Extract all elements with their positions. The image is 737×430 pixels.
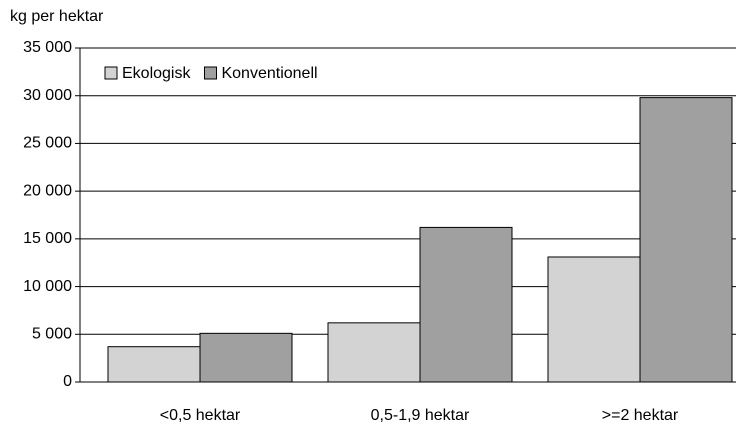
legend-swatch bbox=[104, 66, 118, 80]
y-tick-label: 10 000 bbox=[23, 278, 72, 295]
y-tick-label: 25 000 bbox=[23, 135, 72, 152]
y-tick-label: 0 bbox=[63, 373, 72, 390]
y-tick-label: 30 000 bbox=[23, 87, 72, 104]
bar bbox=[419, 226, 513, 383]
bar bbox=[547, 256, 641, 383]
x-tick-label: >=2 hektar bbox=[602, 407, 679, 424]
y-tick-label: 35 000 bbox=[23, 39, 72, 56]
y-tick-label: 15 000 bbox=[23, 230, 72, 247]
bar bbox=[639, 97, 733, 383]
legend-label: Konventionell bbox=[221, 65, 317, 82]
bar bbox=[107, 346, 201, 383]
y-tick-label: 5 000 bbox=[32, 326, 72, 343]
bar bbox=[199, 332, 293, 383]
y-tick-label: 20 000 bbox=[23, 182, 72, 199]
bar bbox=[327, 322, 421, 383]
x-tick-label: 0,5-1,9 hektar bbox=[371, 407, 470, 424]
y-axis-label: kg per hektar bbox=[10, 8, 104, 25]
legend-label: Ekologisk bbox=[122, 65, 191, 82]
legend-swatch bbox=[203, 66, 217, 80]
x-tick-label: <0,5 hektar bbox=[160, 407, 241, 424]
